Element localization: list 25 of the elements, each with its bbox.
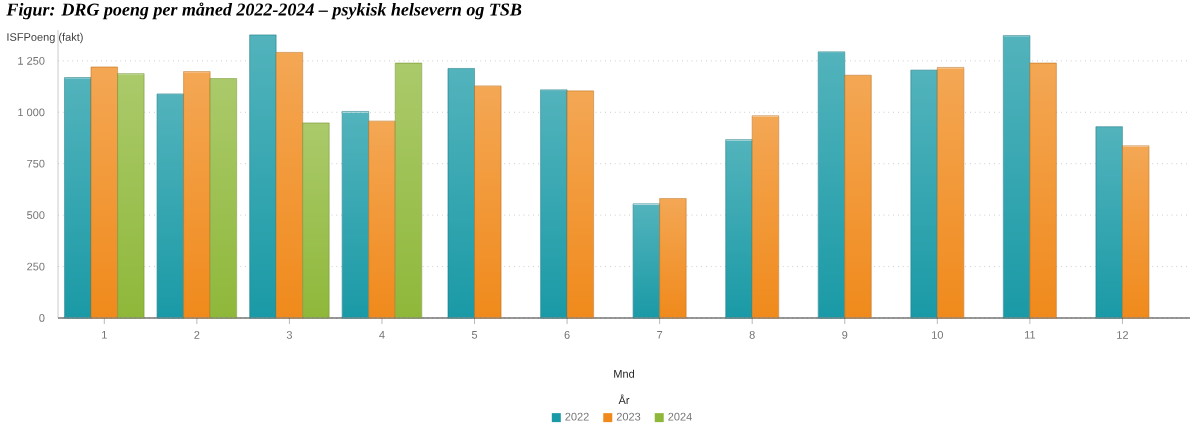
x-axis-title: Mnd: [614, 369, 635, 378]
x-tick-label: 10: [932, 331, 943, 339]
y-tick-label: 250: [27, 262, 45, 271]
x-tick-label: 3: [286, 331, 292, 339]
legend-label: 2024: [668, 412, 692, 421]
y-tick-label: 0: [39, 314, 45, 322]
x-tick-label: 8: [749, 331, 755, 339]
legend-label: 2023: [616, 412, 641, 421]
x-tick-label: 7: [657, 331, 663, 339]
chart-title: Figur: DRG poeng per måned 2022-2024 – psykisk helsevern og TSB: [6, 2, 522, 20]
y-tick-label: 1 000: [18, 108, 45, 117]
x-tick-label: 6: [564, 331, 570, 339]
x-tick-label: 11: [1025, 331, 1036, 339]
y-tick-label: 500: [27, 211, 45, 220]
x-tick-label: 5: [471, 331, 478, 339]
x-tick-label: 1: [102, 331, 107, 339]
y-tick-label: 1 250: [18, 56, 45, 65]
x-tick-label: 4: [379, 331, 385, 339]
x-tick-label: 9: [842, 331, 848, 339]
y-tick-label: 750: [27, 159, 45, 168]
y-axis-title: ISFPoeng (fakt): [7, 32, 83, 44]
x-tick-label: 12: [1117, 331, 1129, 339]
legend-label: 2022: [565, 412, 589, 421]
x-tick-label: 2: [194, 331, 200, 339]
legend-title: År: [618, 394, 630, 404]
